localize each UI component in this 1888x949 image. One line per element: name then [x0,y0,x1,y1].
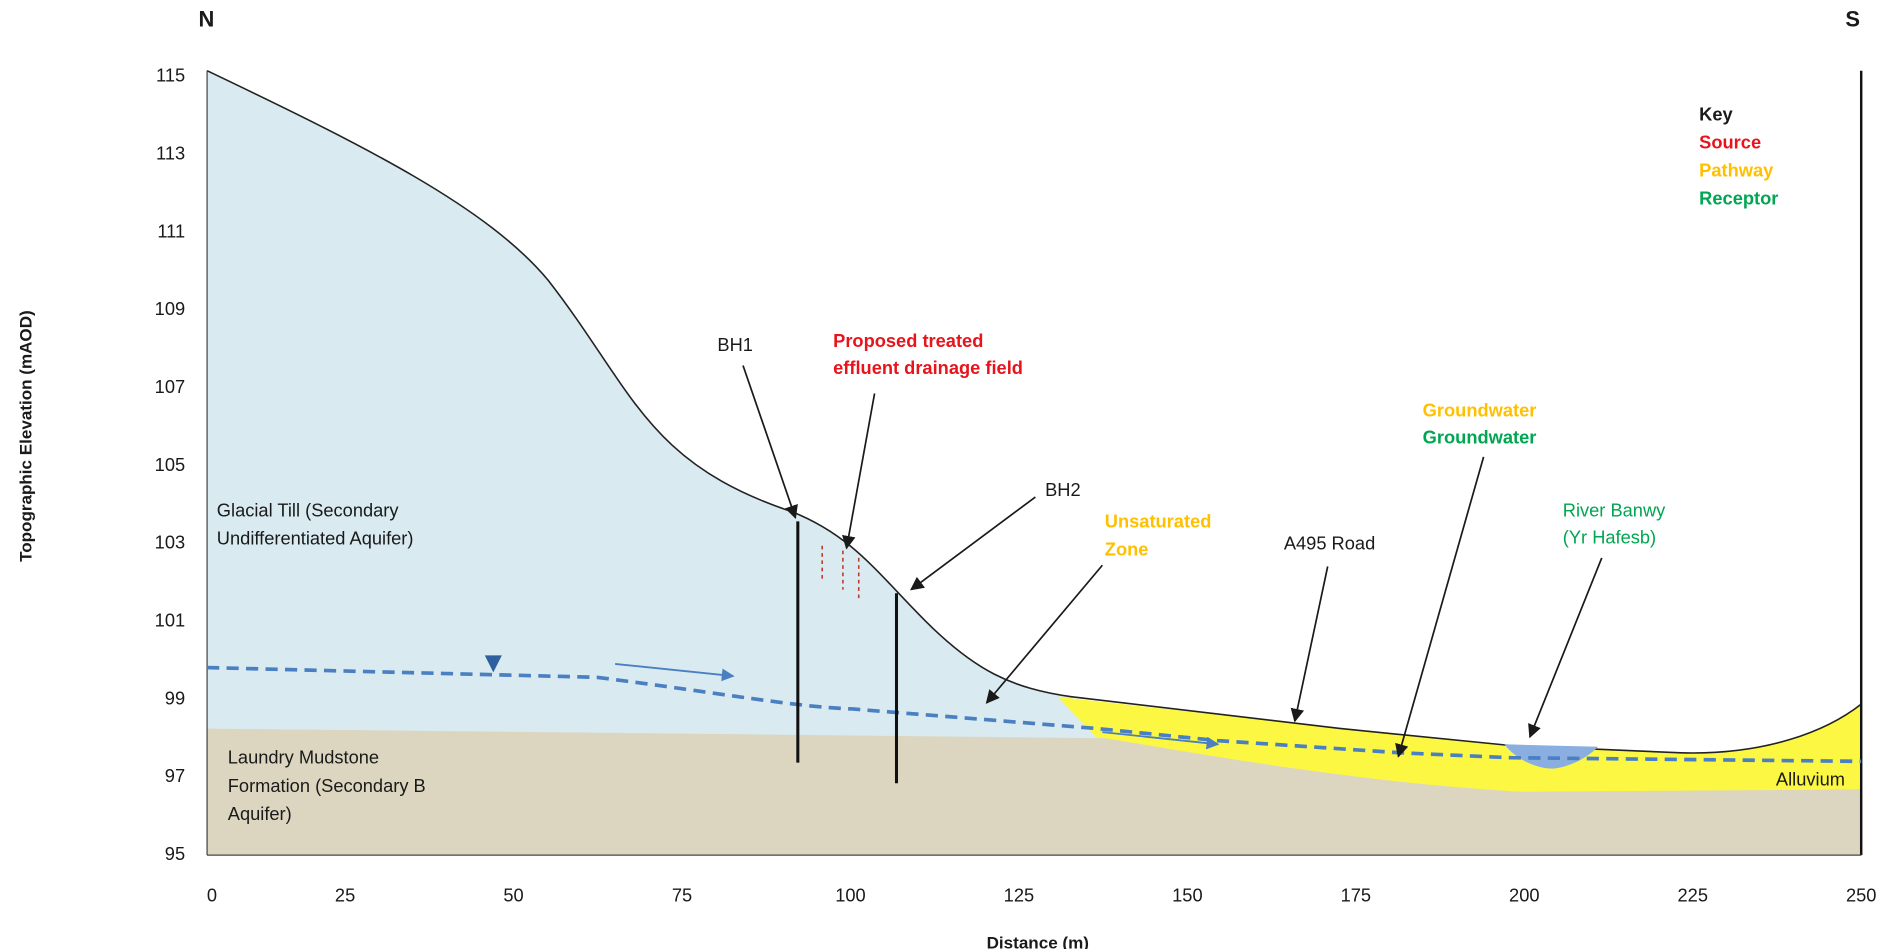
south: S [1845,7,1860,32]
x-tick-label: 75 [672,884,692,905]
label: effluent drainage field [833,357,1023,378]
key-title: Key [1699,104,1733,125]
arrow [1290,566,1329,723]
y-tick-label: 103 [155,532,185,553]
north: N [199,7,215,32]
label: BH2 [1045,479,1081,500]
key-receptor: Receptor [1699,188,1778,209]
water-table-symbol [484,655,502,673]
y-tick-label: 109 [155,298,185,319]
y-tick-label: 115 [156,65,185,86]
x-tick-label: 250 [1846,884,1876,905]
x-tick-label: 175 [1341,884,1371,905]
y-axis-label: Topographic Elevation (mAOD) [16,310,35,562]
label: Laundry Mudstone [228,747,379,768]
y-tick-label: 105 [155,454,185,475]
arrow [742,365,798,520]
label: Proposed treated [833,330,983,351]
y-tick-label: 95 [165,843,185,864]
x-tick-label: 25 [335,884,355,905]
label: A495 Road [1284,532,1375,553]
x-tick-label: 100 [835,884,865,905]
key-pathway: Pathway [1699,160,1774,181]
y-tick-label: 97 [165,765,185,786]
water-table [207,665,1862,764]
y-tick-label: 113 [156,142,185,163]
label: River Banwy [1563,499,1666,520]
flow-arrow [1102,731,1220,750]
x-tick-label: 50 [503,884,523,905]
label: Formation (Secondary B [228,775,426,796]
x-tick-label: 125 [1004,884,1034,905]
y-tick-label: 101 [155,609,185,630]
arrow [910,496,1036,591]
key-source: Source [1699,132,1761,153]
mudstone-layer [207,728,1862,856]
label: Zone [1105,538,1149,559]
label: BH1 [717,334,753,355]
label: Groundwater [1423,400,1537,421]
x-axis-label: Distance (m) [987,934,1089,949]
alluvium-layer [1057,696,1862,792]
x-tick-label: 200 [1509,884,1539,905]
geology [206,69,1863,856]
label: (Yr Hafesb) [1563,526,1656,547]
y-tick-label: 107 [155,376,185,397]
arrow [1528,557,1603,739]
label: Aquifer) [228,803,292,824]
x-tick-label: 0 [207,884,217,905]
label: Glacial Till (Secondary [217,499,400,520]
annotation-arrows [742,365,1603,758]
flow-arrow [615,663,735,682]
y-tick-label: 99 [165,687,185,708]
arrow [842,393,876,550]
ground-surface [206,69,1862,754]
x-tick-label: 150 [1172,884,1202,905]
label: Alluvium [1776,769,1845,790]
label: Unsaturated [1105,510,1212,531]
arrow [1395,456,1485,758]
label: Undifferentiated Aquifer) [217,527,414,548]
glacial-till [207,70,1103,739]
x-tick-label: 225 [1678,884,1708,905]
y-tick-label: 111 [157,220,185,241]
arrow [985,564,1104,704]
label: Groundwater [1423,426,1537,447]
